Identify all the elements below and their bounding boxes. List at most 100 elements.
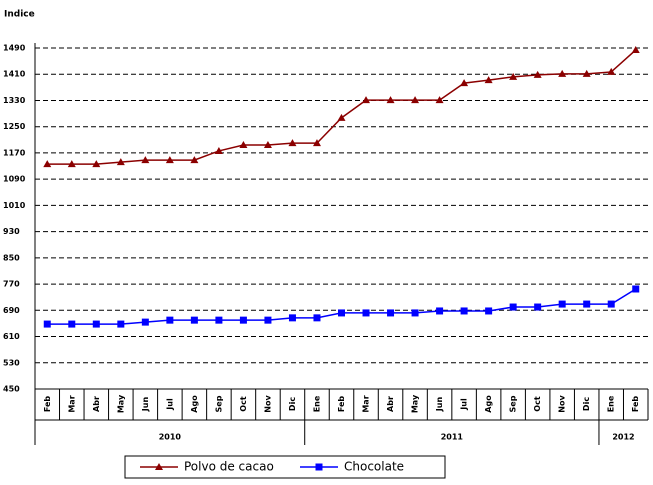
x-tick-label: Feb <box>631 396 640 413</box>
point <box>435 96 444 104</box>
point <box>190 156 199 164</box>
point <box>509 303 517 311</box>
point <box>509 72 518 80</box>
point <box>632 285 640 293</box>
point <box>607 300 615 308</box>
x-tick-label: Jun <box>141 397 150 413</box>
x-tick-label: Jul <box>165 398 174 411</box>
year-label: 2012 <box>612 433 634 442</box>
x-tick-label: Ago <box>484 395 493 413</box>
point <box>288 314 296 322</box>
point <box>190 316 198 324</box>
point <box>141 156 150 164</box>
point <box>362 309 370 317</box>
point <box>582 69 591 77</box>
legend-marker <box>155 463 163 470</box>
y-axis-title: Indice <box>4 10 35 20</box>
x-tick-label: Abr <box>92 396 101 412</box>
point <box>460 307 468 315</box>
point <box>288 139 297 147</box>
point <box>239 316 247 324</box>
point <box>67 160 76 168</box>
x-tick-label: Abr <box>386 396 395 412</box>
point <box>141 318 149 326</box>
y-tick-label: 1490 <box>3 44 26 53</box>
year-label: 2011 <box>441 433 464 442</box>
point <box>239 141 248 149</box>
point <box>558 300 566 308</box>
point <box>607 67 616 75</box>
y-tick-label: 770 <box>3 280 20 289</box>
x-tick-label: Mar <box>67 395 76 412</box>
point <box>534 303 542 311</box>
y-tick-label: 1330 <box>3 96 26 105</box>
x-tick-label: Jul <box>460 398 469 411</box>
point <box>484 76 493 84</box>
legend-label: Polvo de cacao <box>184 460 274 474</box>
year-label: 2010 <box>159 433 182 442</box>
x-tick-label: Ago <box>190 395 199 413</box>
x-tick-label: Sep <box>214 395 223 412</box>
x-tick-label: Oct <box>239 396 248 412</box>
point <box>411 309 419 317</box>
point <box>631 45 640 53</box>
y-tick-label: 530 <box>3 358 20 367</box>
point <box>337 113 346 121</box>
point <box>166 316 174 324</box>
point <box>43 160 52 168</box>
x-tick-label: Mar <box>362 395 371 412</box>
series-line <box>47 288 637 325</box>
y-tick-label: 610 <box>3 332 20 341</box>
y-tick-label: 1410 <box>3 70 26 79</box>
x-tick-label: Nov <box>558 395 567 413</box>
y-tick-label: 930 <box>3 227 20 236</box>
point <box>312 139 321 147</box>
point <box>92 160 101 168</box>
point <box>533 70 542 78</box>
y-tick-label: 690 <box>3 306 20 315</box>
point <box>460 79 469 87</box>
point <box>214 146 223 154</box>
legend-box <box>124 455 446 479</box>
point <box>92 320 100 328</box>
y-tick-label: 1010 <box>3 201 26 210</box>
legend-label: Chocolate <box>344 460 404 474</box>
point <box>263 141 272 149</box>
point <box>583 300 591 308</box>
x-tick-label: May <box>411 394 420 413</box>
x-tick-label: Jun <box>435 397 444 413</box>
x-tick-label: Ene <box>312 395 321 412</box>
x-tick-label: Oct <box>533 396 542 412</box>
point <box>386 96 395 104</box>
point <box>43 320 51 328</box>
point <box>558 69 567 77</box>
x-tick-label: Nov <box>263 395 272 413</box>
x-tick-label: Feb <box>337 396 346 413</box>
x-tick-label: Feb <box>43 396 52 413</box>
y-tick-label: 1170 <box>3 148 26 157</box>
x-tick-label: Dic <box>288 397 297 411</box>
series-line <box>47 49 637 165</box>
y-tick-label: 450 <box>3 385 20 394</box>
point <box>485 307 493 315</box>
point <box>338 309 345 317</box>
point <box>436 307 444 315</box>
x-tick-label: Dic <box>582 397 591 411</box>
point <box>411 96 420 104</box>
x-tick-label: Sep <box>509 395 518 412</box>
point <box>165 156 174 164</box>
point <box>116 158 125 166</box>
legend-marker <box>315 463 323 471</box>
x-tick-label: May <box>116 394 125 413</box>
point <box>313 314 321 322</box>
x-tick-label: Ene <box>607 395 616 412</box>
point <box>68 320 76 328</box>
y-tick-label: 1090 <box>3 175 26 184</box>
y-tick-label: 1250 <box>3 122 26 131</box>
point <box>215 316 223 324</box>
point <box>264 316 272 324</box>
point <box>117 320 125 328</box>
point <box>362 96 371 104</box>
y-tick-label: 850 <box>3 253 20 262</box>
